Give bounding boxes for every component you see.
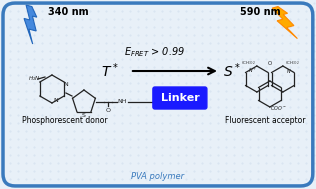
Text: Fluorescent acceptor: Fluorescent acceptor	[225, 116, 305, 125]
Text: PVA polymer: PVA polymer	[131, 172, 185, 181]
Text: 590 nm: 590 nm	[240, 7, 281, 17]
Text: $\mathrm{(CH_3)_2}$: $\mathrm{(CH_3)_2}$	[285, 59, 300, 67]
Text: NH: NH	[117, 99, 127, 105]
Text: $N^+$: $N^+$	[248, 67, 258, 75]
Text: $E_{FRET}$ > 0.99: $E_{FRET}$ > 0.99	[125, 45, 185, 59]
Text: $T^*$: $T^*$	[101, 62, 119, 80]
Text: S: S	[82, 113, 86, 119]
Polygon shape	[272, 7, 297, 39]
Text: Linker: Linker	[161, 93, 199, 103]
Text: O: O	[106, 108, 110, 113]
Text: $\mathrm{(CH_3)_2}$: $\mathrm{(CH_3)_2}$	[241, 59, 256, 67]
Text: $COO^-$: $COO^-$	[270, 104, 286, 112]
Text: $N$: $N$	[286, 67, 292, 75]
Text: Phosphorescent donor: Phosphorescent donor	[22, 116, 108, 125]
Text: $S^*$: $S^*$	[223, 62, 241, 80]
FancyBboxPatch shape	[153, 87, 207, 109]
Polygon shape	[24, 5, 37, 44]
Text: N: N	[64, 81, 68, 87]
Text: $H_2N$: $H_2N$	[27, 74, 40, 84]
Text: N: N	[54, 98, 58, 104]
Text: O: O	[268, 60, 272, 66]
Text: 340 nm: 340 nm	[48, 7, 88, 17]
